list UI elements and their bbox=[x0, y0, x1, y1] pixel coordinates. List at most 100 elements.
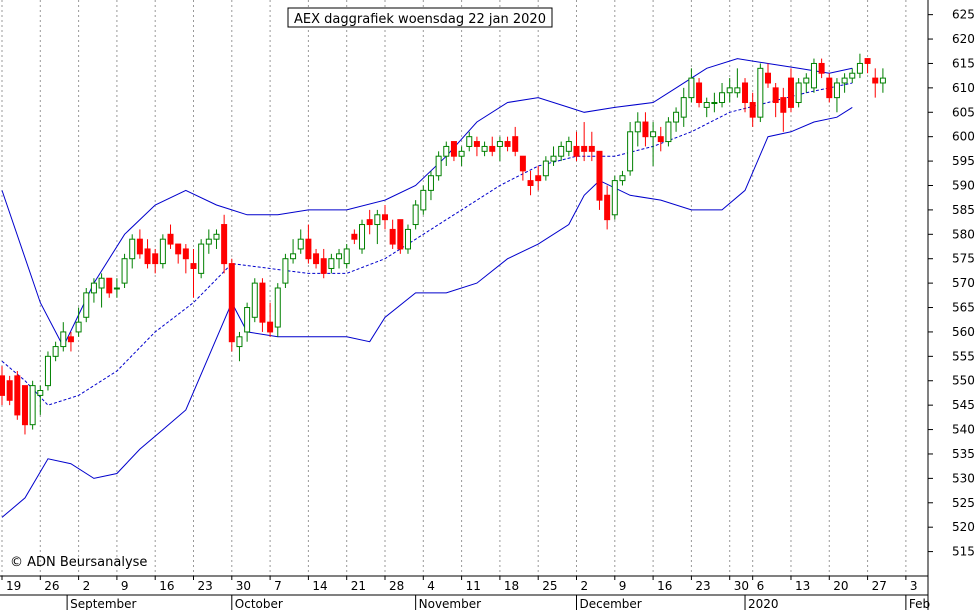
y-tick-label: 590 bbox=[952, 178, 975, 192]
candle bbox=[696, 78, 703, 108]
candle-body bbox=[0, 375, 5, 396]
candle bbox=[742, 78, 749, 113]
y-tick-label: 525 bbox=[952, 496, 975, 510]
candle bbox=[619, 170, 626, 186]
candle-body bbox=[205, 238, 212, 245]
candle bbox=[190, 248, 197, 298]
x-tick-label: 28 bbox=[389, 579, 404, 593]
candle-body bbox=[473, 141, 480, 147]
candle-body bbox=[297, 238, 304, 250]
x-tick-label: 16 bbox=[159, 579, 174, 593]
chart-title: AEX daggrafiek woensdag 22 jan 2020 bbox=[294, 12, 546, 27]
x-tick-label: 26 bbox=[44, 579, 59, 593]
candle-body bbox=[458, 150, 465, 157]
candle bbox=[519, 155, 526, 181]
candle bbox=[113, 278, 120, 298]
candle bbox=[159, 234, 166, 269]
candle-body bbox=[435, 155, 442, 177]
candle-body bbox=[290, 253, 297, 260]
candle bbox=[228, 258, 235, 352]
candle bbox=[397, 219, 404, 254]
candle-body bbox=[98, 277, 105, 289]
candle-body bbox=[328, 258, 335, 269]
candle bbox=[29, 380, 36, 430]
candle bbox=[450, 141, 457, 162]
candle-body bbox=[688, 77, 695, 99]
candle-body bbox=[198, 243, 205, 274]
x-tick-label: 23 bbox=[695, 579, 710, 593]
candle bbox=[665, 117, 672, 147]
candle-body bbox=[719, 92, 726, 104]
candle bbox=[412, 200, 419, 230]
candle-body bbox=[673, 111, 680, 123]
candle bbox=[466, 131, 473, 152]
candle bbox=[336, 248, 343, 269]
candle bbox=[21, 385, 28, 435]
candle bbox=[803, 73, 810, 93]
candle bbox=[136, 229, 143, 259]
candle bbox=[650, 122, 657, 166]
candle-body bbox=[359, 224, 366, 250]
candle-body bbox=[404, 228, 411, 250]
candle bbox=[267, 302, 274, 337]
y-tick-label: 555 bbox=[952, 349, 975, 363]
candle-body bbox=[879, 77, 886, 84]
candle bbox=[573, 131, 580, 162]
candle-body bbox=[14, 375, 21, 416]
candle-body bbox=[757, 67, 764, 118]
candle bbox=[366, 209, 373, 235]
candle bbox=[780, 87, 787, 132]
candle bbox=[535, 165, 542, 191]
x-tick-label: 2 bbox=[581, 579, 589, 593]
candle-body bbox=[282, 258, 289, 284]
y-tick-labels: 515 520 525 530 535 540 545 550 555 560 565 570 575 5… bbox=[928, 8, 975, 559]
candle bbox=[703, 97, 710, 118]
y-tick-label: 575 bbox=[952, 252, 975, 266]
candle bbox=[389, 219, 396, 249]
x-tick-label: 20 bbox=[833, 579, 848, 593]
candle-body bbox=[496, 141, 503, 147]
candle-body bbox=[60, 331, 67, 348]
candle bbox=[810, 58, 817, 93]
candle bbox=[182, 244, 189, 274]
candle-body bbox=[826, 77, 833, 99]
candle bbox=[458, 146, 465, 166]
candle-body bbox=[803, 77, 810, 84]
x-tick-label: 16 bbox=[657, 579, 672, 593]
y-tick-label: 540 bbox=[952, 423, 975, 437]
candle-body bbox=[787, 77, 794, 108]
y-tick-label: 600 bbox=[952, 130, 975, 144]
candle bbox=[83, 288, 90, 323]
candle bbox=[826, 73, 833, 103]
candle-body bbox=[6, 380, 13, 401]
candle-body bbox=[366, 219, 373, 226]
candle bbox=[627, 122, 634, 176]
y-tick-label: 580 bbox=[952, 227, 975, 241]
candle-body bbox=[175, 243, 182, 255]
candle bbox=[849, 68, 856, 83]
candle bbox=[290, 239, 297, 264]
candle-body bbox=[627, 131, 634, 172]
title-frame bbox=[287, 7, 553, 28]
y-tick-label: 595 bbox=[952, 154, 975, 168]
y-tick-label: 550 bbox=[952, 374, 975, 388]
candle bbox=[657, 126, 664, 152]
copyright-text: © ADN Beursanalyse bbox=[10, 555, 147, 570]
candle-body bbox=[305, 238, 312, 260]
candle-body bbox=[734, 87, 741, 94]
candle-body bbox=[121, 258, 128, 284]
candle-body bbox=[742, 82, 749, 104]
candle bbox=[129, 234, 136, 269]
candle bbox=[205, 229, 212, 254]
candle-body bbox=[90, 282, 97, 294]
candle-body bbox=[343, 248, 350, 265]
candle bbox=[879, 68, 886, 93]
candle-body bbox=[75, 321, 82, 333]
x-tick-label: 3 bbox=[910, 579, 918, 593]
candle-body bbox=[565, 141, 572, 152]
candle bbox=[711, 92, 718, 113]
candle bbox=[343, 244, 350, 269]
y-tick-label: 545 bbox=[952, 398, 975, 412]
candle bbox=[772, 82, 779, 118]
candle bbox=[489, 136, 496, 157]
